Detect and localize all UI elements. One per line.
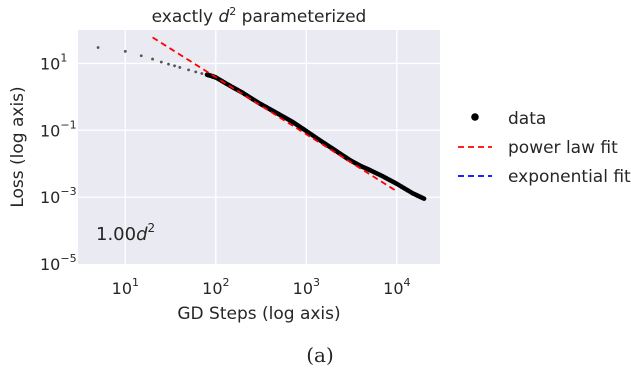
fit-line-power-law-fit [152,36,398,193]
data-point [151,57,154,61]
data-point [139,54,143,58]
grid [78,30,440,264]
data-point [421,196,427,201]
chart-title: exactly d2 parameterized [152,5,367,27]
legend-label: exponential fit [508,167,631,187]
x-tick-label: 103 [293,276,320,298]
y-axis-label: Loss (log axis) [8,86,28,207]
data-point [159,60,163,64]
legend-label: data [508,109,546,129]
legend-marker-data [471,113,479,121]
data-point [178,66,182,69]
plot-area [78,30,440,264]
y-tick-label: 10−1 [40,118,77,140]
data-point [123,49,127,53]
y-tick-labels: 101 10−1 10−3 10−5 [40,51,77,274]
figure-caption: (a) [306,343,334,367]
y-tick-label: 10−5 [40,252,77,274]
data-point [200,72,204,75]
x-tick-label: 102 [202,276,229,298]
data-point [173,64,176,68]
data-point [194,70,198,74]
y-tick-label: 10−3 [40,185,77,207]
series-layer [96,36,427,201]
legend: data power law fit exponential fit [458,109,631,187]
data-point [96,46,100,49]
x-tick-label: 104 [383,276,410,298]
legend-label: power law fit [508,138,618,158]
x-axis-label: GD Steps (log axis) [177,304,340,324]
data-point [167,62,170,66]
data-point [187,68,190,72]
x-tick-labels: 101 102 103 104 [112,276,411,298]
fit-annotation: 1.00d2 [96,221,155,245]
x-tick-label: 101 [112,276,139,298]
y-tick-label: 101 [40,51,67,73]
